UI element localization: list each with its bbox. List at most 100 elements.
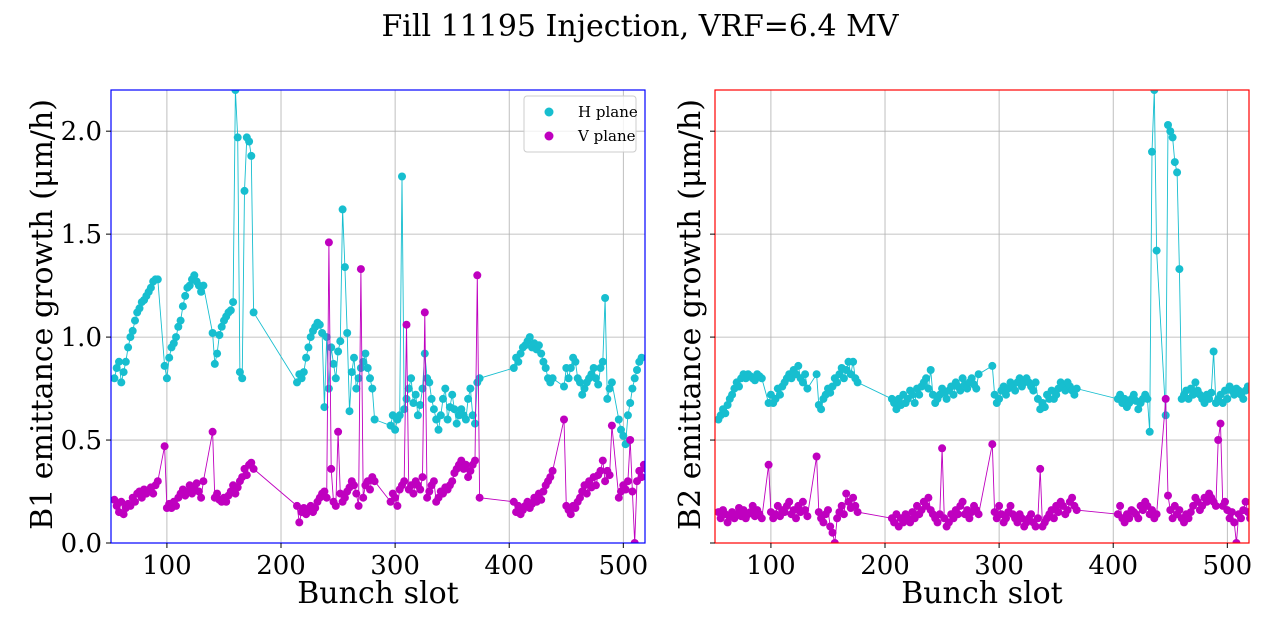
data-point-h-plane — [441, 384, 450, 393]
data-point-h-plane — [215, 331, 224, 339]
data-point-v-plane — [366, 485, 374, 494]
data-point-v-plane — [958, 497, 967, 506]
data-point-h-plane — [628, 384, 637, 393]
data-point-h-plane — [407, 374, 416, 383]
data-point-h-plane — [468, 411, 477, 420]
data-point-v-plane — [571, 504, 580, 512]
data-point-v-plane — [995, 501, 1004, 510]
data-point-h-plane — [466, 384, 475, 393]
data-point-v-plane — [596, 466, 605, 475]
data-point-h-plane — [623, 411, 632, 420]
data-point-v-plane — [842, 489, 851, 498]
data-point-v-plane — [471, 456, 479, 465]
data-point-v-plane — [352, 489, 361, 498]
data-point-h-plane — [450, 405, 459, 414]
data-point-v-plane — [548, 466, 557, 475]
x-axis-label-b2: Bunch slot — [901, 576, 1062, 611]
data-point-h-plane — [942, 394, 951, 403]
data-point-v-plane — [409, 489, 418, 498]
data-point-h-plane — [516, 349, 525, 358]
data-point-h-plane — [798, 378, 807, 387]
data-point-v-plane — [826, 522, 835, 531]
data-point-h-plane — [728, 390, 737, 399]
data-point-v-plane — [222, 497, 231, 506]
data-point-v-plane — [607, 421, 616, 430]
data-point-v-plane — [393, 501, 402, 510]
axes-frame-b1 — [110, 89, 646, 544]
data-point-h-plane — [1029, 386, 1038, 395]
data-point-h-plane — [560, 382, 568, 391]
data-point-h-plane — [366, 374, 374, 383]
data-point-v-plane — [812, 452, 821, 461]
y-tick-label: 2.0 — [61, 117, 102, 147]
data-point-h-plane — [908, 390, 917, 399]
data-point-h-plane — [1040, 403, 1049, 412]
data-point-v-plane — [635, 466, 644, 475]
data-point-h-plane — [721, 409, 730, 418]
data-point-h-plane — [974, 370, 983, 379]
series-line-v-plane — [113, 242, 645, 543]
data-point-v-plane — [1068, 493, 1077, 502]
data-point-h-plane — [172, 333, 180, 342]
data-point-v-plane — [475, 493, 484, 502]
data-point-h-plane — [400, 405, 409, 414]
data-point-h-plane — [839, 374, 848, 383]
data-point-h-plane — [464, 394, 473, 403]
data-point-v-plane — [322, 493, 331, 502]
data-point-h-plane — [213, 349, 222, 358]
data-point-h-plane — [304, 343, 313, 352]
data-point-h-plane — [640, 0, 648, 4]
data-point-v-plane — [208, 427, 217, 436]
data-point-h-plane — [642, 0, 650, 4]
data-point-h-plane — [794, 361, 803, 370]
data-point-h-plane — [926, 366, 935, 374]
data-point-v-plane — [785, 497, 794, 506]
data-point-v-plane — [1002, 514, 1010, 523]
data-point-h-plane — [1223, 394, 1232, 403]
data-point-v-plane — [623, 477, 632, 486]
data-point-h-plane — [229, 298, 238, 307]
data-point-v-plane — [628, 487, 637, 496]
data-point-h-plane — [190, 271, 199, 280]
data-point-h-plane — [340, 263, 349, 272]
data-point-h-plane — [331, 374, 340, 383]
x-axis-label-b1: Bunch slot — [297, 576, 458, 611]
data-point-v-plane — [908, 508, 917, 517]
x-tick-label: 400 — [484, 551, 534, 581]
data-point-v-plane — [1184, 514, 1193, 523]
data-point-v-plane — [1134, 514, 1143, 523]
data-point-v-plane — [938, 444, 947, 453]
data-point-v-plane — [370, 477, 379, 486]
data-point-v-plane — [466, 466, 475, 475]
data-point-h-plane — [181, 291, 190, 300]
data-point-h-plane — [853, 378, 862, 387]
x-tick-label: 300 — [974, 551, 1024, 581]
data-point-h-plane — [1143, 394, 1152, 403]
data-point-h-plane — [633, 366, 641, 374]
data-point-v-plane — [464, 473, 473, 482]
data-point-h-plane — [402, 394, 411, 403]
data-point-v-plane — [249, 464, 258, 473]
data-point-h-plane — [176, 316, 185, 325]
data-point-v-plane — [582, 489, 591, 498]
y-axis-label-b1: B1 emittance growth (μm/h) — [25, 99, 60, 530]
data-point-h-plane — [1164, 121, 1172, 129]
data-point-h-plane — [637, 353, 645, 362]
y-ticks-b1: 0.0 0.5 1.0 1.5 2.0 — [61, 117, 111, 559]
data-point-h-plane — [235, 368, 244, 377]
x-tick-label: 500 — [1203, 551, 1253, 581]
data-point-h-plane — [391, 425, 400, 434]
data-point-v-plane — [814, 508, 823, 517]
data-point-h-plane — [1070, 390, 1079, 399]
data-point-v-plane — [117, 497, 126, 506]
data-point-h-plane — [537, 349, 546, 358]
y-tick-label: 1.5 — [61, 220, 102, 250]
data-point-h-plane — [439, 394, 447, 403]
data-point-v-plane — [933, 518, 942, 527]
data-point-h-plane — [119, 368, 128, 377]
data-point-v-plane — [539, 487, 548, 496]
data-point-h-plane — [1173, 168, 1182, 177]
data-point-h-plane — [1209, 347, 1218, 356]
data-point-h-plane — [723, 401, 732, 409]
